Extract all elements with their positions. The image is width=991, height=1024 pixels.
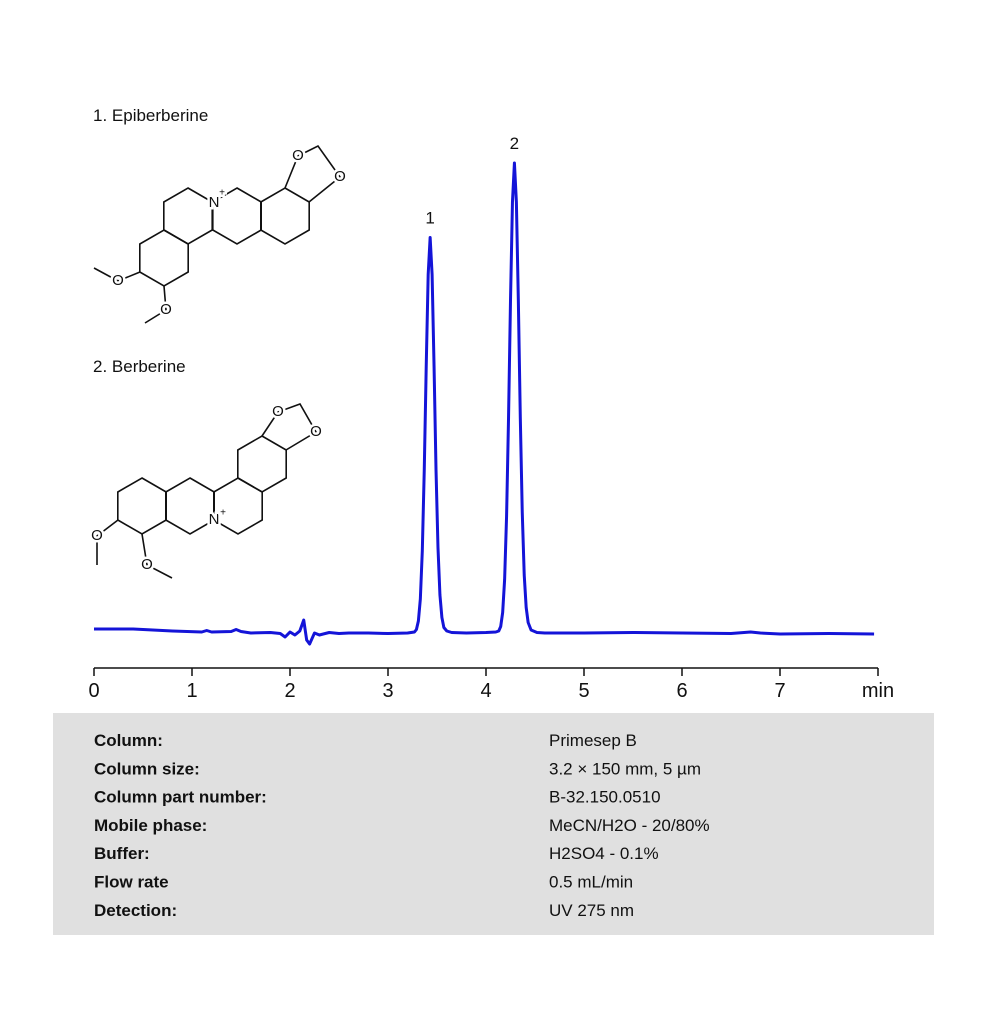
atom-charge: +: [220, 508, 226, 519]
x-tick-label: 7: [774, 680, 785, 702]
bond: [141, 533, 173, 579]
ring: [259, 187, 311, 245]
info-value: UV 275 nm: [549, 901, 634, 920]
bond: [96, 519, 119, 565]
bond: [284, 144, 342, 203]
info-key: Flow rate: [94, 873, 169, 892]
atom-label: O: [310, 423, 322, 440]
ring: [213, 477, 264, 535]
atom-label: N: [209, 194, 220, 211]
info-panel: [53, 713, 934, 935]
info-value: B-32.150.0510: [549, 788, 661, 807]
compound-name: 2. Berberine: [93, 357, 186, 376]
peak-label: 2: [510, 134, 519, 153]
info-table: Column: Primesep B Column size: 3.2 × 150 m…: [94, 731, 710, 920]
info-value: H2SO4 - 0.1%: [549, 844, 659, 863]
structures: [93, 144, 342, 579]
atom-label: O: [141, 556, 153, 573]
x-tick-label: 1: [186, 680, 197, 702]
atom-label: O: [292, 147, 304, 164]
info-key: Detection:: [94, 901, 177, 920]
x-tick-label: 5: [578, 680, 589, 702]
atom-label: O: [160, 301, 172, 318]
x-tick-label: 0: [88, 680, 99, 702]
info-key: Column size:: [94, 759, 200, 778]
info-value: 0.5 mL/min: [549, 873, 633, 892]
x-tick-label: 3: [382, 680, 393, 702]
bond: [144, 285, 167, 324]
atom-label: N: [209, 511, 220, 528]
info-key: Column part number:: [94, 788, 267, 807]
atom-label: O: [91, 527, 103, 544]
x-tick-label: 6: [676, 680, 687, 702]
atom-label: O: [112, 272, 124, 289]
ring: [165, 477, 215, 535]
compound-name: 1. Epiberberine: [93, 106, 208, 125]
atom-charge: +: [219, 188, 225, 199]
info-value: 3.2 × 150 mm, 5 µm: [549, 759, 701, 778]
info-key: Mobile phase:: [94, 816, 207, 835]
info-value: MeCN/H2O - 20/80%: [549, 816, 710, 835]
ring: [237, 435, 288, 493]
bond: [261, 403, 318, 451]
ring: [163, 187, 213, 245]
info-key: Buffer:: [94, 844, 150, 863]
trace: [94, 161, 875, 646]
x-tick-label: 4: [480, 680, 491, 702]
atom-label: O: [334, 168, 346, 185]
info-key: Column:: [94, 731, 163, 750]
ring: [117, 477, 167, 535]
info-value: Primesep B: [549, 731, 637, 750]
x-tick-label: min: [862, 680, 894, 702]
ring: [139, 229, 189, 287]
bond: [93, 267, 141, 282]
atom-label: O: [272, 403, 284, 420]
x-tick-label: 2: [284, 680, 295, 702]
peak-label: 1: [425, 209, 434, 228]
